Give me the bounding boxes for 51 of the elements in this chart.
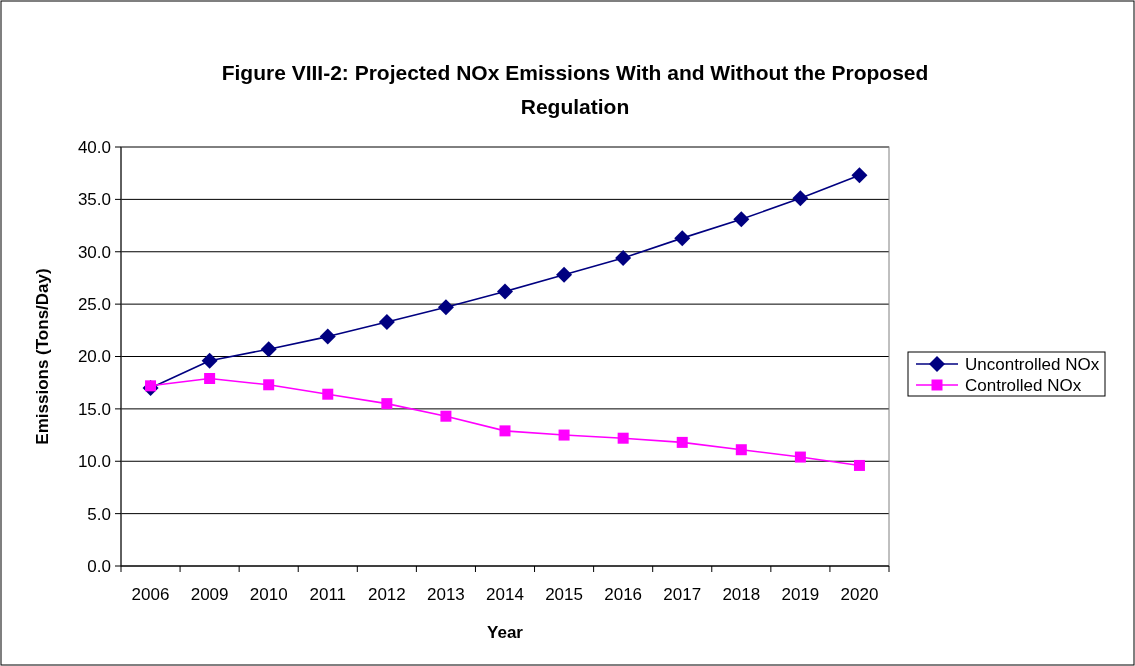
point <box>676 436 688 448</box>
y-tick-label: 25.0 <box>77 295 111 315</box>
point <box>440 410 452 422</box>
point <box>263 379 275 391</box>
point <box>558 429 570 441</box>
x-tick-label: 2013 <box>427 585 465 604</box>
y-tick-label: 30.0 <box>77 242 111 262</box>
point <box>853 459 865 471</box>
x-tick-label: 2020 <box>840 585 879 604</box>
point <box>204 373 216 384</box>
point <box>497 283 513 300</box>
point <box>556 266 573 283</box>
y-tick-label: 5.0 <box>87 504 111 524</box>
point <box>735 444 747 456</box>
y-axis-title: Emissions (Tons/Day) <box>33 268 52 445</box>
point <box>437 299 454 316</box>
point <box>851 167 868 184</box>
point <box>499 425 511 437</box>
y-tick-label: 15.0 <box>77 399 111 419</box>
x-tick-label: 2009 <box>190 585 229 604</box>
x-tick-label: 2018 <box>722 585 761 604</box>
x-tick-label: 2017 <box>663 585 702 604</box>
x-tick-label: 2015 <box>545 585 583 604</box>
legend-label: Uncontrolled NOx <box>965 354 1100 374</box>
y-tick-label: 10.0 <box>77 452 111 472</box>
chart-title: Figure VIII-2: Projected NOx Emissions With and Without the Proposed Regulation <box>221 61 929 118</box>
legend-label: Controlled NOx <box>965 375 1082 395</box>
point <box>615 250 632 267</box>
y-tick-label: 35.0 <box>77 190 111 210</box>
x-tick-label: 2014 <box>486 585 524 604</box>
y-tick-label: 40.0 <box>77 137 111 157</box>
point <box>201 352 218 369</box>
point <box>617 432 629 444</box>
point <box>260 341 277 358</box>
point <box>322 388 334 400</box>
point <box>319 328 336 345</box>
x-tick-label: 2010 <box>249 585 288 604</box>
x-tick-label: 2011 <box>309 585 347 604</box>
x-tick-label: 2016 <box>604 585 643 604</box>
x-tick-label: 2019 <box>781 585 820 604</box>
point <box>794 451 806 463</box>
point <box>792 190 809 207</box>
point <box>674 230 691 247</box>
x-tick-label: 2012 <box>367 585 406 604</box>
point <box>733 211 750 228</box>
point <box>381 398 393 410</box>
x-tick-label: 2006 <box>131 585 170 604</box>
y-tick-label: 0.0 <box>87 556 111 576</box>
x-axis-title: Year <box>487 623 524 642</box>
point <box>378 313 395 330</box>
y-tick-label: 20.0 <box>77 347 111 367</box>
